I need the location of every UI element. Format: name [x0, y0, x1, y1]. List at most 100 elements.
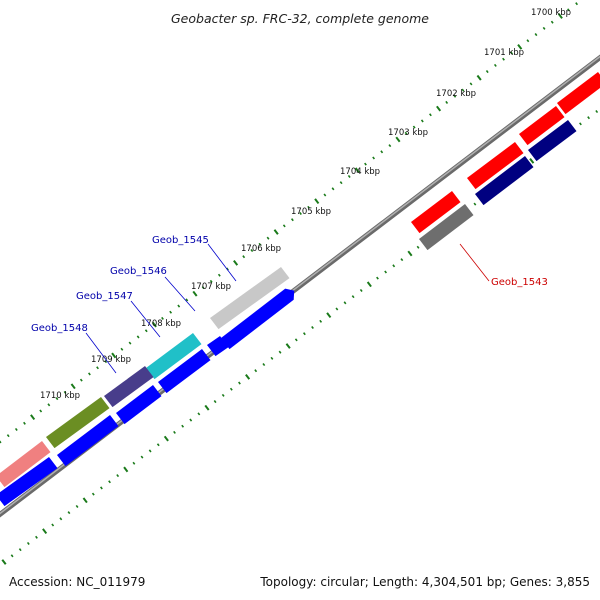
inner-tick [595, 109, 599, 114]
inner-tick [156, 443, 160, 447]
outer-tick [575, 2, 579, 6]
outer-tick [372, 156, 376, 160]
inner-tick [262, 363, 266, 367]
inner-tick [67, 511, 71, 515]
inner-tick [343, 301, 347, 305]
outer-tick [526, 39, 530, 43]
tick-label-1708-kbp: 1708 kbp [141, 319, 181, 329]
outer-tick [510, 51, 514, 55]
inner-tick [335, 307, 339, 311]
outer-tick [299, 211, 302, 216]
gene-red-4 [411, 188, 461, 234]
gene-pink [0, 438, 51, 488]
outer-tick [111, 352, 117, 359]
outer-tick [493, 63, 497, 67]
tick-label-1706-kbp: 1706 kbp [241, 244, 281, 254]
inner-tick [416, 245, 420, 249]
inner-tick [473, 202, 477, 206]
inner-tick [245, 373, 251, 380]
accession-text: Accession: NC_011979 [9, 575, 145, 589]
outer-tick [436, 105, 442, 112]
outer-tick [185, 298, 189, 302]
tick-labels: 1700 kbp 1701 kbp 1702 kbp 1703 kbp 1704… [40, 8, 571, 401]
genome-summary-text: Topology: circular; Length: 4,304,501 bp… [259, 575, 590, 589]
gene-geob-1548-bar [104, 363, 154, 408]
inner-tick [384, 270, 388, 274]
gene-blue-3 [116, 382, 162, 425]
map-title: Geobacter sp. FRC-32, complete genome [171, 11, 429, 26]
outer-tick [161, 316, 164, 320]
inner-tick [42, 528, 48, 535]
gene-red-1 [557, 70, 600, 115]
outer-tick [266, 236, 270, 240]
outer-tick [388, 144, 392, 148]
inner-tick [376, 276, 379, 280]
outer-tick [96, 366, 99, 370]
gene-label-geob-1547: Geob_1547 [76, 291, 133, 302]
gene-label-geob-1543: Geob_1543 [491, 277, 548, 288]
outer-tick [63, 390, 67, 394]
inner-tick [278, 350, 282, 354]
gene-navy-2 [475, 153, 534, 206]
tick-label-1702-kbp: 1702 kbp [436, 89, 476, 99]
inner-tick [400, 258, 404, 262]
outer-tick [104, 360, 108, 364]
gene-geob-1543-bar [419, 201, 474, 251]
outer-tick [314, 198, 320, 205]
inner-tick [529, 158, 535, 164]
outer-tick [445, 100, 449, 104]
outer-tick [128, 341, 132, 345]
outer-tick [364, 162, 367, 166]
inner-tick [270, 356, 274, 360]
inner-tick [238, 381, 241, 385]
outer-tick [233, 259, 239, 266]
outer-tick-track [0, 2, 579, 444]
outer-tick [347, 174, 351, 178]
outer-tick [557, 13, 563, 19]
inner-tick [108, 480, 111, 484]
inner-tick [302, 332, 306, 336]
outer-tick [169, 310, 173, 314]
gene-geob-1547-bar [146, 330, 202, 380]
inner-tick [116, 474, 120, 478]
outer-tick [273, 229, 279, 235]
inner-tick [579, 122, 582, 126]
outer-tick [14, 427, 18, 432]
tick-label-1703-kbp: 1703 kbp [388, 128, 428, 138]
tick-label-1701-kbp: 1701 kbp [484, 48, 524, 58]
outer-tick [120, 347, 124, 351]
inner-tick [294, 338, 298, 342]
inner-tick [132, 461, 136, 465]
outer-tick [420, 119, 424, 123]
tick-label-1705-kbp: 1705 kbp [291, 207, 331, 217]
gene-red-2 [519, 103, 565, 146]
gene-label-geob-1548: Geob_1548 [31, 323, 88, 334]
inner-tick [366, 281, 372, 288]
outer-tick [39, 409, 43, 413]
outer-tick [307, 205, 311, 209]
gene-label-geob-1545: Geob_1545 [152, 235, 209, 246]
inner-tick [392, 264, 396, 268]
tick-label-1707-kbp: 1707 kbp [191, 282, 231, 292]
outer-tick [79, 378, 83, 382]
inner-tick [189, 418, 193, 422]
gene-label-geob-1546: Geob_1546 [110, 266, 167, 277]
inner-tick [140, 455, 144, 459]
outer-tick [323, 193, 327, 197]
gene-geob-1546-bar [221, 282, 295, 350]
tick-label-1704-kbp: 1704 kbp [340, 167, 380, 177]
gene-navy-1 [528, 117, 577, 162]
outer-tick [517, 44, 523, 50]
inner-tick [359, 288, 363, 292]
gene-red-3 [467, 139, 524, 190]
outer-tick [354, 167, 360, 174]
inner-tick [407, 250, 413, 257]
inner-tick [173, 430, 176, 434]
outer-tick [380, 150, 384, 154]
inner-tick [213, 400, 217, 404]
tick-label-1700-kbp: 1700 kbp [531, 8, 571, 18]
outer-tick [331, 187, 335, 191]
inner-tick [26, 541, 30, 546]
gene-features [0, 70, 600, 507]
